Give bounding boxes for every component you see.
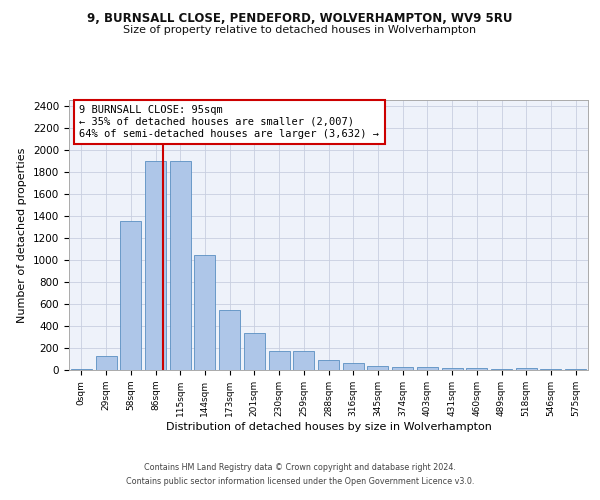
Bar bbox=[219, 310, 240, 370]
Text: 9, BURNSALL CLOSE, PENDEFORD, WOLVERHAMPTON, WV9 5RU: 9, BURNSALL CLOSE, PENDEFORD, WOLVERHAMP… bbox=[87, 12, 513, 26]
X-axis label: Distribution of detached houses by size in Wolverhampton: Distribution of detached houses by size … bbox=[166, 422, 491, 432]
Bar bbox=[318, 360, 339, 370]
Bar bbox=[392, 366, 413, 370]
Bar bbox=[343, 364, 364, 370]
Bar bbox=[417, 367, 438, 370]
Bar bbox=[491, 369, 512, 370]
Bar bbox=[293, 352, 314, 370]
Bar bbox=[269, 352, 290, 370]
Text: 9 BURNSALL CLOSE: 95sqm
← 35% of detached houses are smaller (2,007)
64% of semi: 9 BURNSALL CLOSE: 95sqm ← 35% of detache… bbox=[79, 106, 379, 138]
Bar bbox=[244, 333, 265, 370]
Bar bbox=[95, 356, 116, 370]
Bar bbox=[145, 160, 166, 370]
Bar bbox=[120, 221, 141, 370]
Bar bbox=[565, 369, 586, 370]
Bar bbox=[466, 368, 487, 370]
Bar bbox=[442, 368, 463, 370]
Bar bbox=[194, 255, 215, 370]
Y-axis label: Number of detached properties: Number of detached properties bbox=[17, 148, 28, 322]
Text: Size of property relative to detached houses in Wolverhampton: Size of property relative to detached ho… bbox=[124, 25, 476, 35]
Text: Contains public sector information licensed under the Open Government Licence v3: Contains public sector information licen… bbox=[126, 477, 474, 486]
Bar bbox=[71, 369, 92, 370]
Text: Contains HM Land Registry data © Crown copyright and database right 2024.: Contains HM Land Registry data © Crown c… bbox=[144, 464, 456, 472]
Bar bbox=[516, 368, 537, 370]
Bar bbox=[367, 366, 388, 370]
Bar bbox=[170, 160, 191, 370]
Bar bbox=[541, 369, 562, 370]
